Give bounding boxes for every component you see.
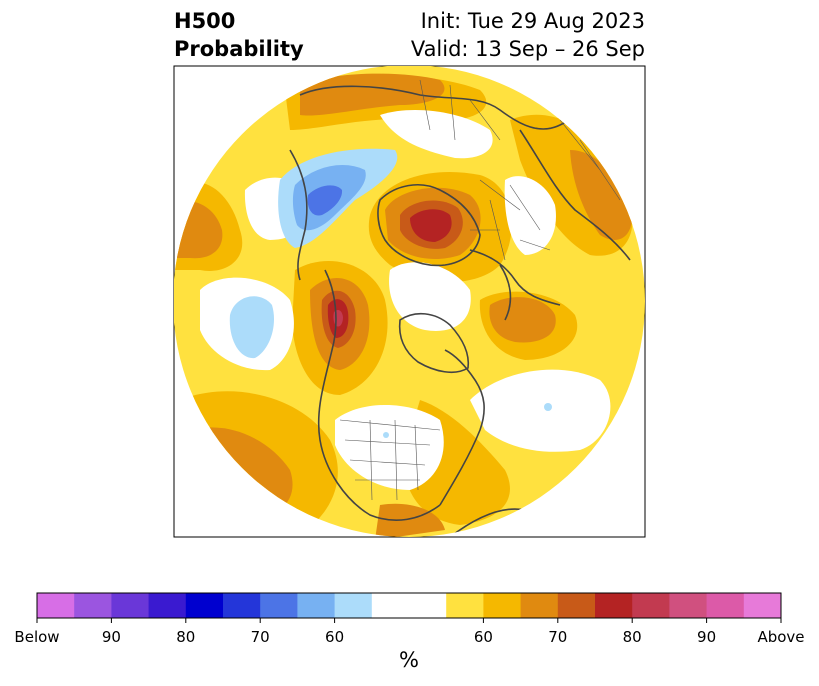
colorbar-cell (483, 593, 522, 618)
region-normal-north (380, 110, 493, 159)
region-above-75-north (300, 73, 445, 116)
colorbar-cell (223, 593, 261, 618)
colorbar-cell (260, 593, 298, 618)
product-title: Probability (174, 37, 304, 61)
region-normal-atlantic (470, 369, 611, 452)
colorbar-tick-label: 70 (548, 628, 568, 646)
colorbar-cell (595, 593, 633, 618)
colorbar-tick-label: 80 (622, 628, 642, 646)
colorbar-cell (185, 593, 224, 618)
region-normal-arctic (389, 262, 471, 331)
variable-title: H500 (174, 9, 236, 33)
colorbar-cell (148, 593, 187, 618)
region-below-60-pacific (229, 296, 275, 359)
colorbar-cell (743, 593, 782, 618)
colorbar-cells (37, 593, 782, 618)
colorbar-ticks (36, 618, 782, 623)
colorbar-tick-label: 90 (101, 628, 121, 646)
colorbar-cell (74, 593, 112, 618)
colorbar-frame (36, 592, 782, 619)
region-above-85-europe (410, 209, 452, 242)
colorbar-cell (632, 593, 670, 618)
colorbar-cell (409, 593, 447, 618)
colorbar-cell (557, 593, 596, 618)
colorbar-cell (520, 593, 559, 618)
probability-field (174, 66, 645, 537)
colorbar-cell (669, 593, 708, 618)
colorbar-tick-label: Above (757, 628, 805, 646)
region-normal-north-america (335, 405, 444, 490)
colorbar-tick-label: 60 (325, 628, 345, 646)
colorbar-cell (446, 593, 484, 618)
colorbar-tick-label: 60 (473, 628, 493, 646)
region-below-75-west (307, 185, 343, 216)
valid-period: Valid: 13 Sep – 26 Sep (410, 37, 645, 61)
colorbar-cell (371, 593, 410, 618)
colorbar-cell (334, 593, 373, 618)
colorbar-cell (111, 593, 150, 618)
region-above-75-northeast (570, 150, 632, 240)
title-left: H500 Probability (174, 7, 304, 63)
colorbar-tick-label: 80 (176, 628, 196, 646)
colorbar-unit-label: % (399, 648, 419, 672)
colorbar-tick-label: 90 (697, 628, 717, 646)
init-date: Init: Tue 29 Aug 2023 (420, 9, 645, 33)
political-borders (339, 79, 621, 501)
region-below-60-small-1 (544, 403, 552, 411)
title-right: Init: Tue 29 Aug 2023 Valid: 13 Sep – 26… (411, 7, 645, 63)
region-below-60-small-2 (383, 432, 389, 438)
colorbar-cell (37, 593, 75, 618)
region-above-75-asia (489, 297, 556, 343)
colorbar-tick-label: 70 (250, 628, 270, 646)
colorbar-cell (297, 593, 336, 618)
colorbar-cell (706, 593, 745, 618)
colorbar-tick-label: Below (14, 628, 60, 646)
